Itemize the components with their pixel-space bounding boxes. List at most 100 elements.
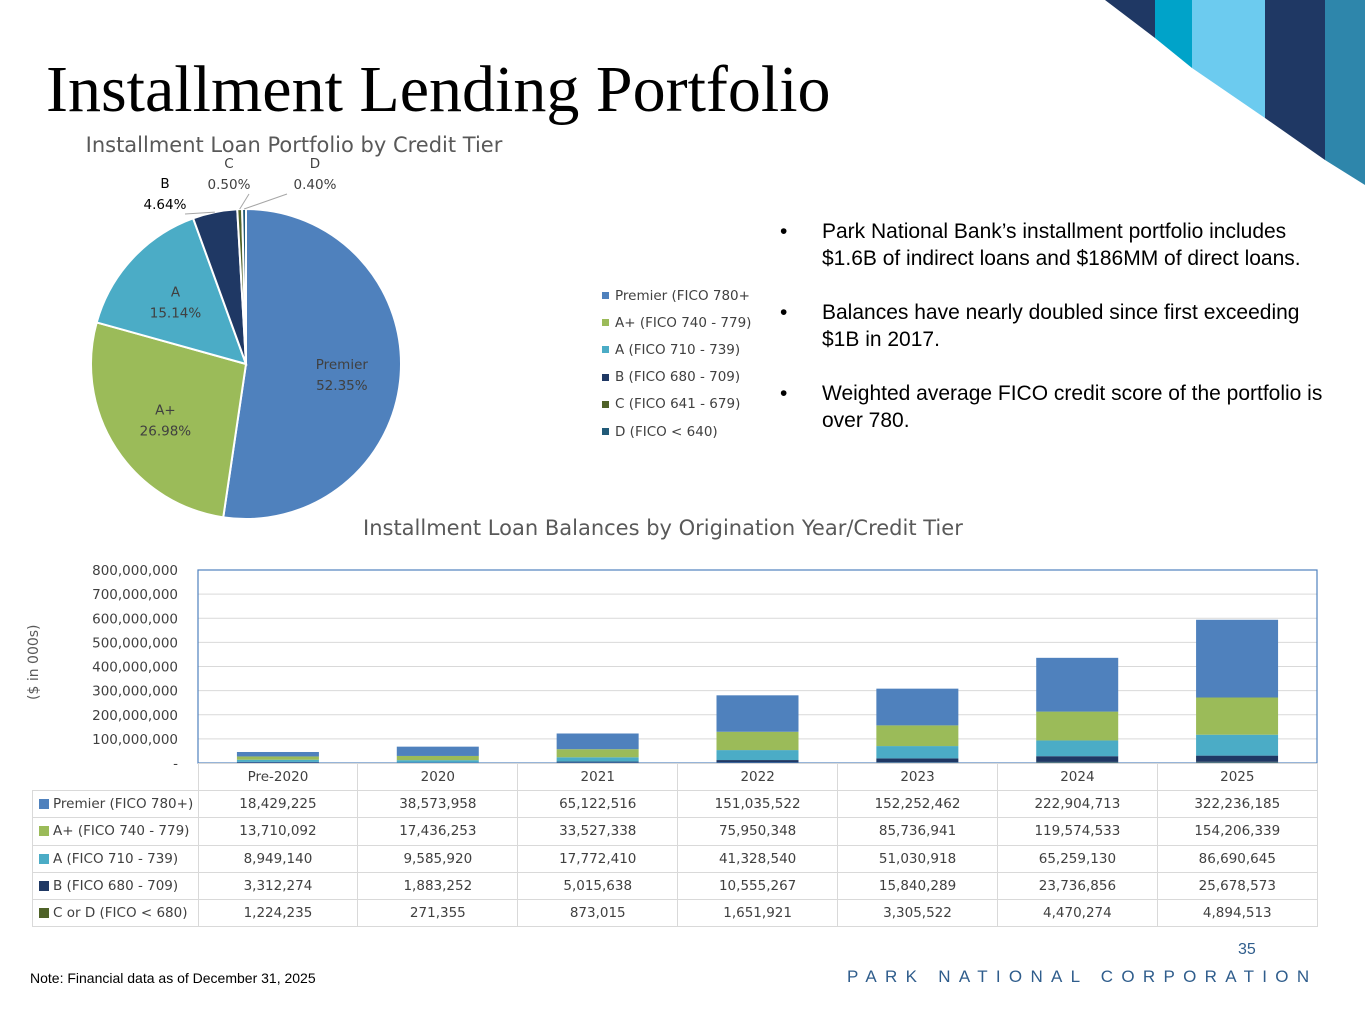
bar-segment xyxy=(876,746,959,759)
table-category-header: 2024 xyxy=(996,762,1158,792)
footnote: Note: Financial data as of December 31, … xyxy=(30,970,316,986)
table-category-header: Pre-2020 xyxy=(197,762,359,792)
bar-chart: -100,000,000200,000,000300,000,000400,00… xyxy=(92,563,1318,772)
table-category-header: 2020 xyxy=(357,762,519,792)
table-cell: 154,206,339 xyxy=(1156,817,1318,846)
table-cell: 25,678,573 xyxy=(1156,871,1318,900)
pie-slice-aplus xyxy=(90,321,248,519)
table-cell: 18,429,225 xyxy=(197,790,359,819)
pie-legend-item-d: D (FICO < 640) xyxy=(602,418,751,445)
table-cell: 13,710,092 xyxy=(197,817,359,846)
table-series-header: Premier (FICO 780+) xyxy=(32,790,199,819)
bar-segment xyxy=(236,756,319,760)
corner-teal xyxy=(1155,0,1192,68)
legend-swatch xyxy=(602,428,609,436)
table-row: C or D (FICO < 680) 1,224,235 271,355 873,0… xyxy=(32,898,1318,928)
table-cell: 65,122,516 xyxy=(517,790,679,819)
pie-percent-a: 15.14% xyxy=(150,306,202,322)
table-cell: 51,030,918 xyxy=(837,844,998,873)
table-series-header: A+ (FICO 740 - 779) xyxy=(32,817,199,846)
table-header-row: Pre-2020 2020 2021 2022 2023 2024 2025 xyxy=(32,762,1318,792)
bullet-dot: • xyxy=(780,382,788,405)
series-name: Premier (FICO 780+) xyxy=(53,796,194,813)
table-cell: 152,252,462 xyxy=(837,790,998,819)
table-corner-cell xyxy=(32,763,199,792)
pie-legend-item-b: B (FICO 680 - 709) xyxy=(602,364,751,391)
bullet-list: • Park National Bank’s installment portfo… xyxy=(780,218,1340,461)
table-cell: 271,355 xyxy=(357,898,519,928)
table-cell: 38,573,958 xyxy=(357,790,519,819)
table-cell: 85,736,941 xyxy=(837,817,998,846)
legend-label: B (FICO 680 - 709) xyxy=(615,369,741,386)
bar-chart-title: Installment Loan Balances by Origination… xyxy=(363,516,963,540)
bar-segment xyxy=(876,725,959,747)
bar-segment xyxy=(1196,697,1279,735)
table-cell: 33,527,338 xyxy=(517,817,679,846)
pie-chart: Installment Loan Portfolio by Credit Tie… xyxy=(86,133,503,520)
bullet-text: Weighted average FICO credit score of th… xyxy=(822,382,1323,432)
legend-label: C (FICO 641 - 679) xyxy=(615,396,741,413)
table-cell: 10,555,267 xyxy=(677,871,839,900)
corner-steel xyxy=(1325,0,1365,185)
page-number: 35 xyxy=(1238,941,1256,958)
y-tick-label: 300,000,000 xyxy=(92,684,178,700)
table-cell: 873,015 xyxy=(517,898,679,928)
pie-legend-item-c: C (FICO 641 - 679) xyxy=(602,391,751,418)
bar-segment xyxy=(236,759,319,762)
pie-slice-d xyxy=(241,207,247,365)
bar-segment xyxy=(396,746,479,756)
series-swatch xyxy=(39,826,49,837)
table-cell: 4,470,274 xyxy=(996,898,1158,928)
table-cell: 23,736,856 xyxy=(996,871,1158,900)
bullet-dot: • xyxy=(780,301,788,324)
bar-segment xyxy=(716,750,799,761)
y-tick-label: 700,000,000 xyxy=(92,587,178,603)
table-category-header: 2023 xyxy=(837,762,998,792)
table-cell: 15,840,289 xyxy=(837,871,998,900)
pie-slice-premier xyxy=(222,207,402,520)
bar-segment xyxy=(556,749,639,758)
pie-chart-title: Installment Loan Portfolio by Credit Tie… xyxy=(86,133,503,157)
legend-label: A+ (FICO 740 - 779) xyxy=(615,314,752,331)
bullet-item: • Balances have nearly doubled since firs… xyxy=(780,299,1340,353)
table-cell: 3,305,522 xyxy=(837,898,998,928)
table-category-header: 2021 xyxy=(517,762,679,792)
bar-chart-data-table: Pre-2020 2020 2021 2022 2023 2024 2025 Premier … xyxy=(32,762,1318,928)
legend-swatch xyxy=(602,373,609,381)
table-cell: 86,690,645 xyxy=(1156,844,1318,873)
table-cell: 1,224,235 xyxy=(197,898,359,928)
pie-percent-premier: 52.35% xyxy=(316,378,368,394)
series-name: C or D (FICO < 680) xyxy=(53,905,188,922)
pie-legend-item-aplus: A+ (FICO 740 - 779) xyxy=(602,309,751,336)
pie-slice-a xyxy=(95,217,248,366)
corporation-name: PARK NATIONAL CORPORATION xyxy=(847,967,1318,986)
series-name: B (FICO 680 - 709) xyxy=(53,877,179,894)
pie-label-premier: Premier xyxy=(316,357,369,373)
bar-segment xyxy=(716,695,799,732)
table-category-header: 2025 xyxy=(1156,762,1318,792)
table-cell: 1,883,252 xyxy=(357,871,519,900)
bar-segment xyxy=(556,757,639,762)
corner-light xyxy=(1192,0,1265,118)
table-cell: 65,259,130 xyxy=(996,844,1158,873)
table-row: B (FICO 680 - 709) 3,312,274 1,883,252 5,01… xyxy=(32,871,1318,900)
table-cell: 5,015,638 xyxy=(517,871,679,900)
table-cell: 1,651,921 xyxy=(677,898,839,928)
table-row: A+ (FICO 740 - 779) 13,710,092 17,436,253 3… xyxy=(32,817,1318,846)
table-cell: 17,772,410 xyxy=(517,844,679,873)
y-tick-label: 500,000,000 xyxy=(92,635,178,651)
bar-segment xyxy=(1036,740,1119,757)
bar-segment xyxy=(716,760,799,763)
table-cell: 222,904,713 xyxy=(996,790,1158,819)
pie-label-c: C xyxy=(224,156,233,172)
table-cell: 9,585,920 xyxy=(357,844,519,873)
bullet-item: • Weighted average FICO credit score of t… xyxy=(780,380,1340,434)
table-series-header: C or D (FICO < 680) xyxy=(32,898,199,928)
table-cell: 322,236,185 xyxy=(1156,790,1318,819)
bar-segment xyxy=(396,760,479,763)
series-swatch xyxy=(39,880,49,891)
bar-segment xyxy=(1036,756,1119,762)
bar-segment xyxy=(1196,734,1279,756)
bar-segment xyxy=(556,733,639,750)
bullet-item: • Park National Bank’s installment portfo… xyxy=(780,218,1340,272)
